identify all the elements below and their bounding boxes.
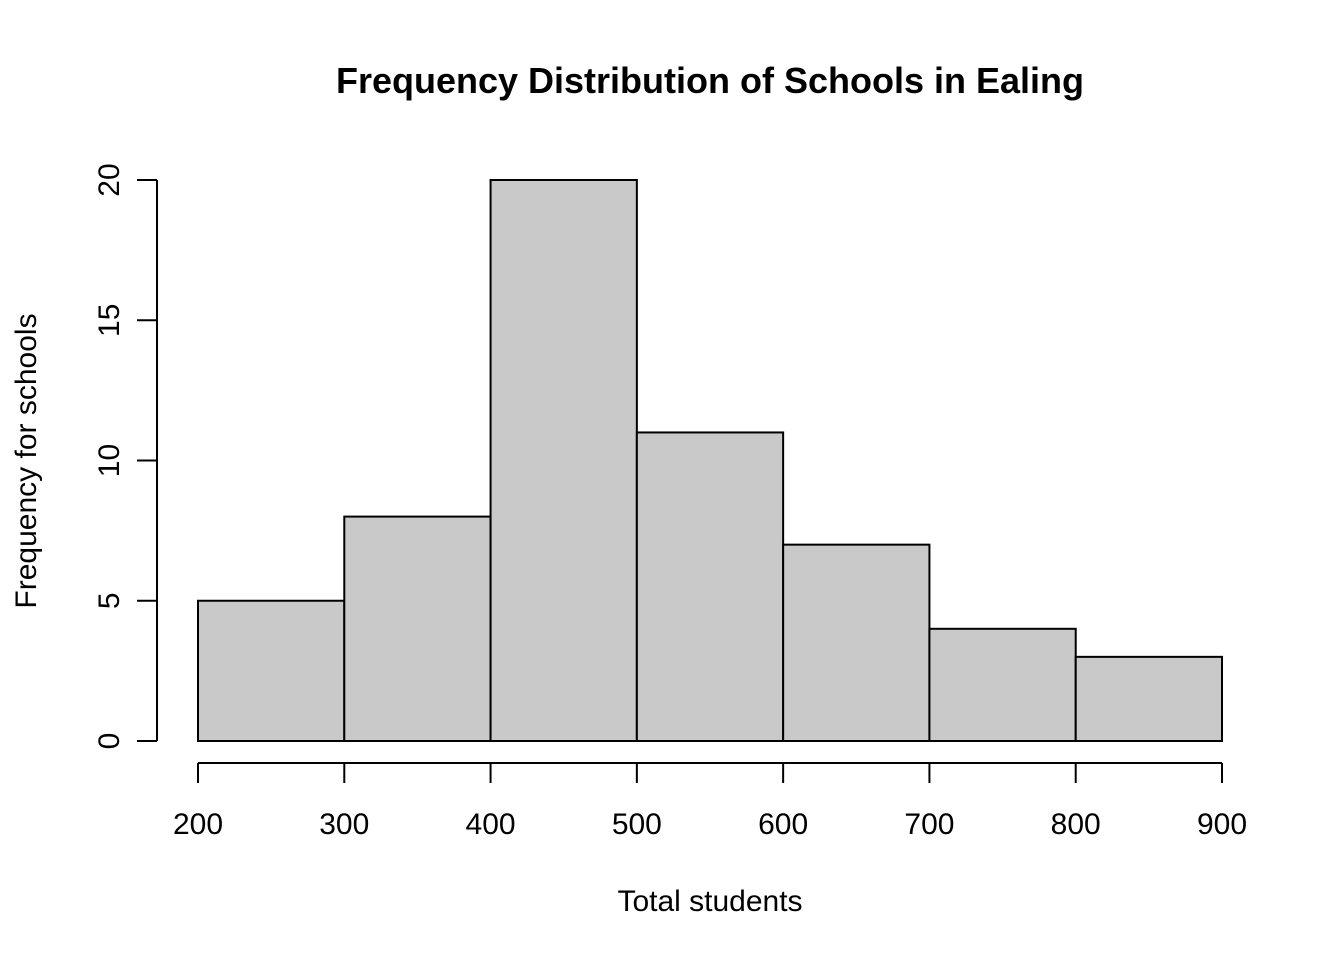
histogram-bar-200-300	[197, 599, 346, 742]
chart-title: Frequency Distribution of Schools in Eal…	[336, 60, 1084, 101]
x-tick-label: 600	[758, 808, 808, 841]
histogram-bar-800-900	[1074, 655, 1223, 742]
y-axis: 0 5 10 15 20	[93, 163, 158, 750]
bars-group	[197, 179, 1223, 743]
y-tick-label: 20	[93, 163, 126, 196]
y-tick-label: 5	[93, 592, 126, 609]
x-tick-label: 900	[1197, 808, 1247, 841]
y-axis-label: Frequency for schools	[10, 313, 43, 608]
x-tick-label: 800	[1051, 808, 1101, 841]
histogram-bar-600-700	[782, 543, 931, 743]
x-tick-label: 200	[173, 808, 223, 841]
x-tick-label: 700	[904, 808, 954, 841]
histogram-bar-400-500	[489, 179, 638, 742]
y-tick-label: 10	[93, 444, 126, 477]
x-tick-label: 500	[612, 808, 662, 841]
histogram-bar-500-600	[635, 431, 785, 742]
y-tick-label: 0	[93, 733, 126, 750]
histogram-bar-300-400	[343, 515, 492, 742]
x-axis: 200 300 400 500 600 700 800 900	[173, 762, 1247, 841]
histogram-bar-700-800	[928, 627, 1077, 742]
x-tick-label: 300	[319, 808, 369, 841]
y-tick-label: 15	[93, 304, 126, 337]
x-tick-label: 400	[466, 808, 516, 841]
x-axis-label: Total students	[617, 885, 802, 918]
